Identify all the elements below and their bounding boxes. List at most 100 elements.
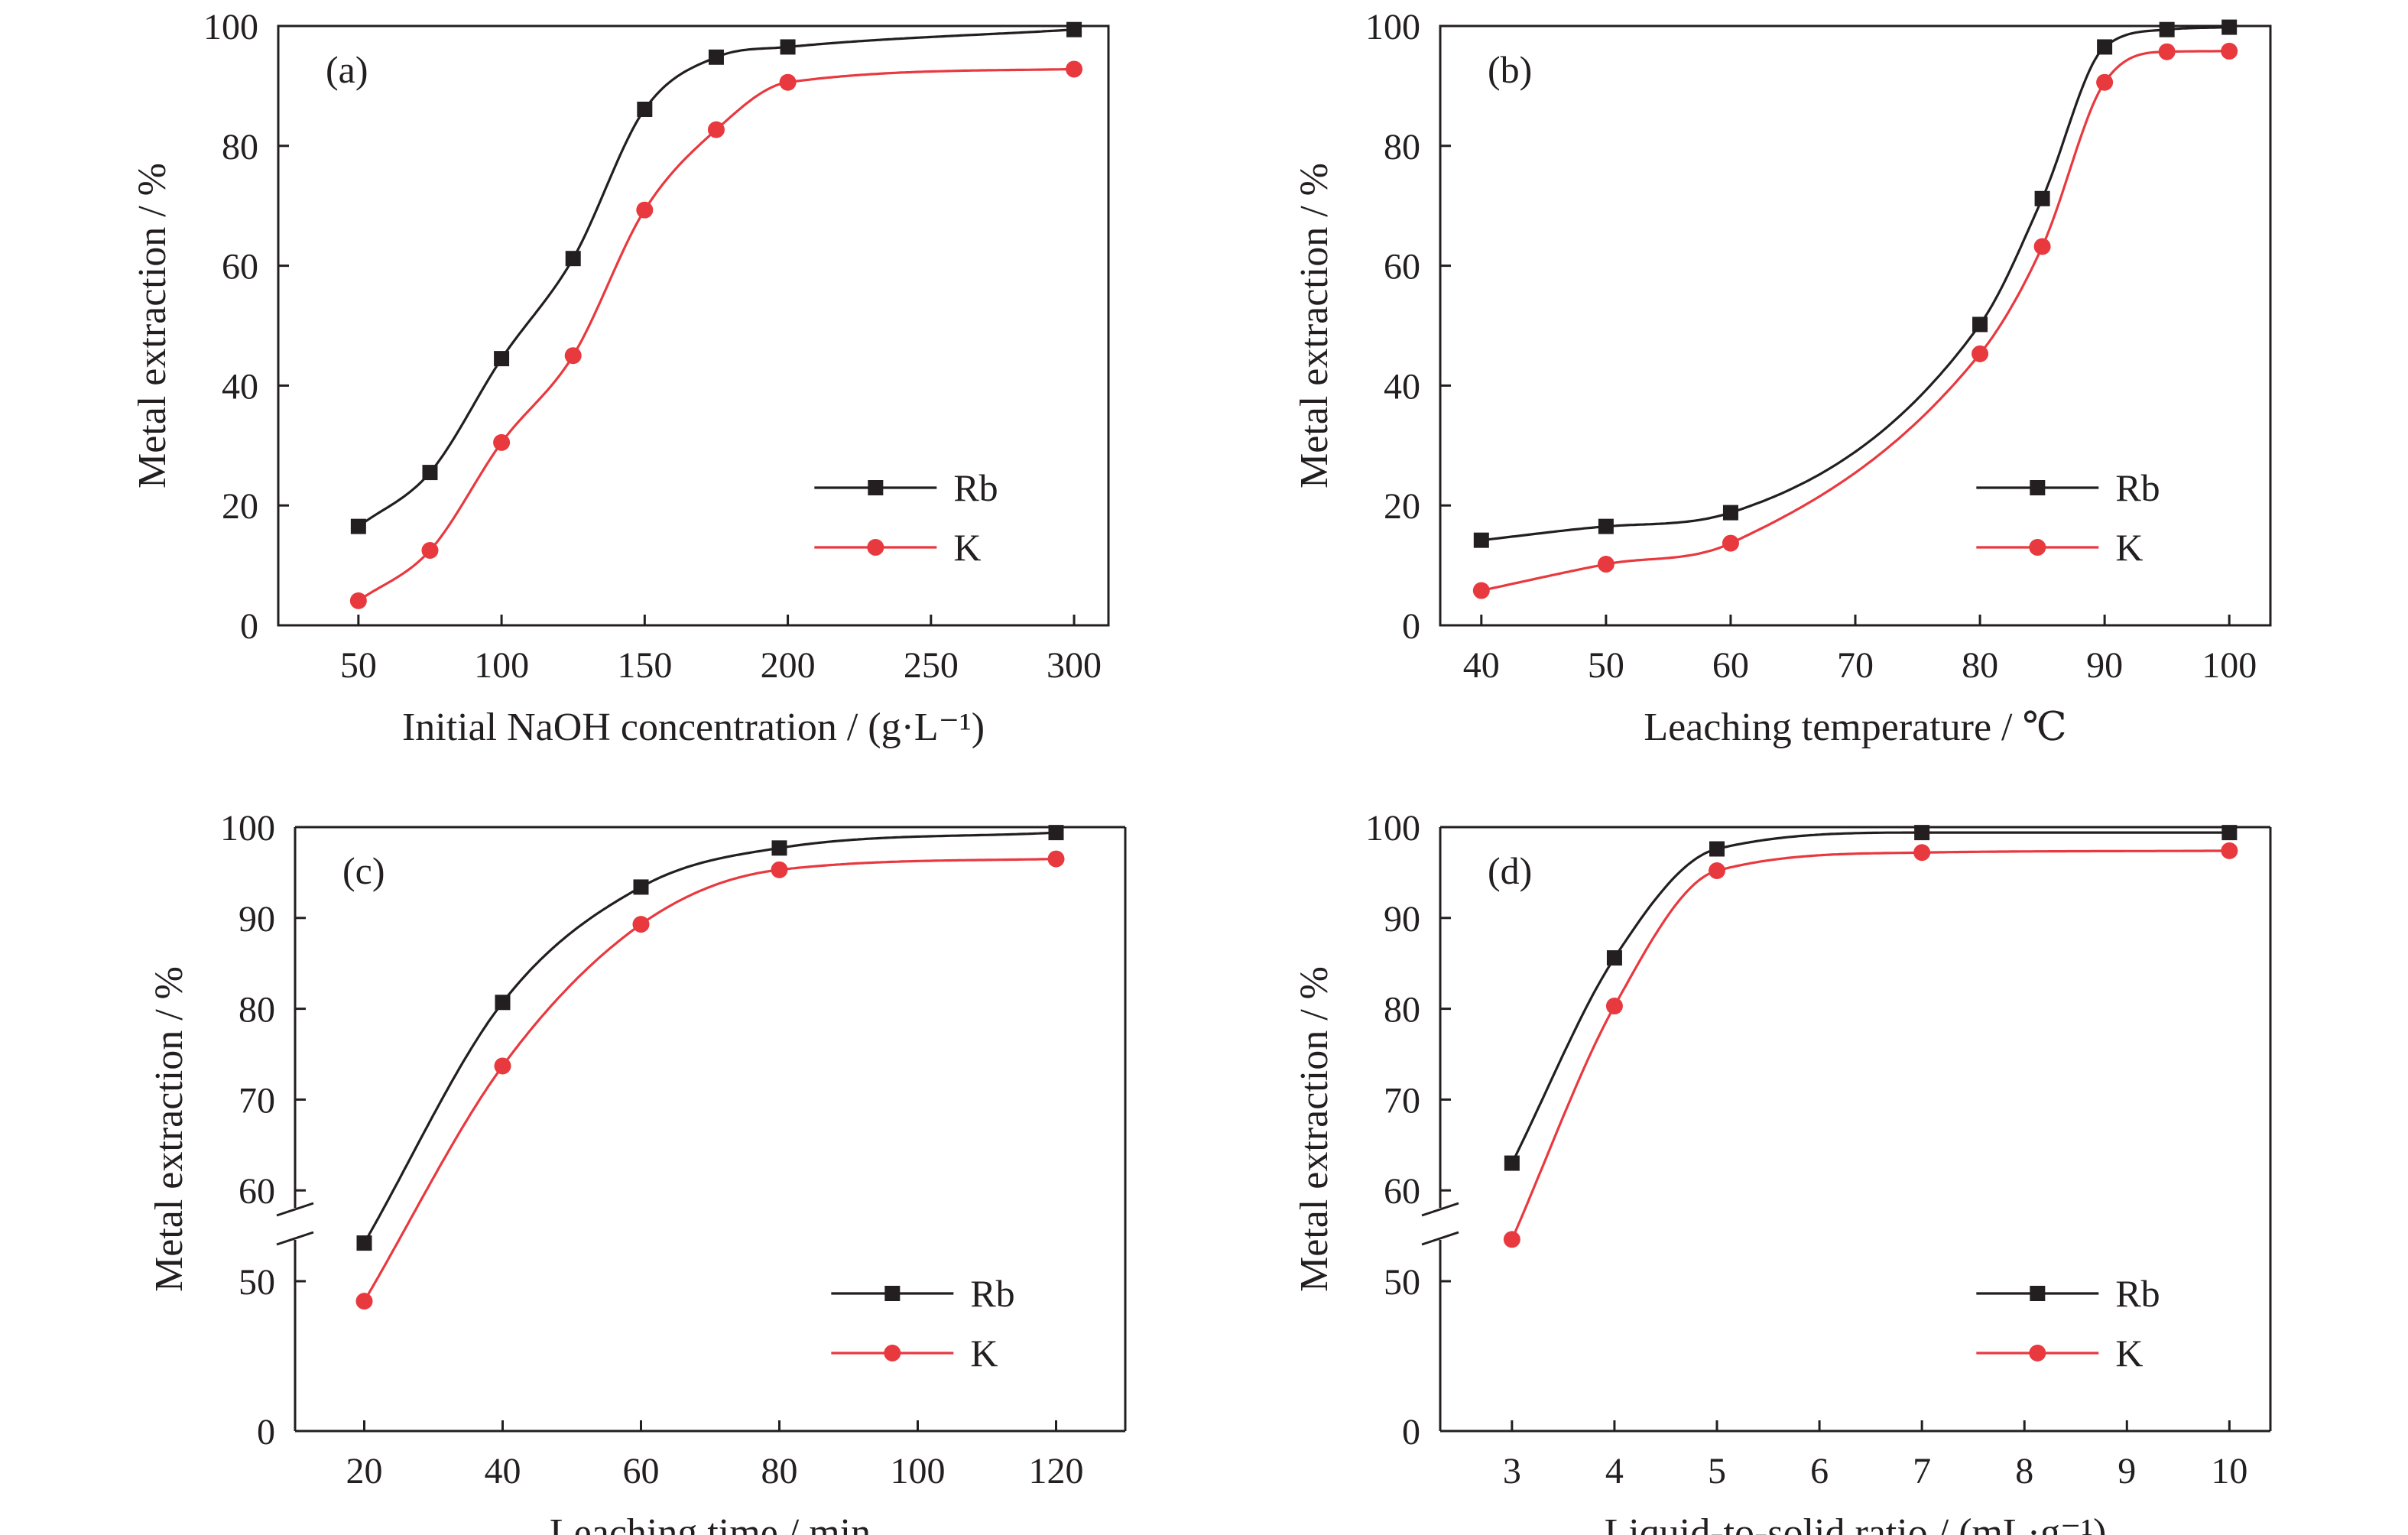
data-point-k: [1722, 534, 1739, 552]
y-tick-label: 100: [220, 808, 275, 849]
data-point-k: [493, 433, 511, 451]
series-line-k: [1511, 849, 2230, 1241]
plot-frame: [277, 24, 1110, 627]
x-axis-title: Leaching temperature / ℃: [1644, 706, 2066, 749]
y-tick-label: 60: [222, 247, 258, 287]
x-axis-title: Liquid-to-solid ratio / (mL·g⁻¹): [1605, 1511, 2107, 1535]
legend-marker: [884, 1286, 901, 1301]
y-tick-label: 100: [1365, 7, 1420, 47]
data-point-rb: [2097, 39, 2113, 55]
data-point-rb: [1709, 841, 1725, 857]
x-tick-label: 300: [1047, 645, 1102, 686]
legend-entry: Rb: [831, 1272, 1015, 1315]
data-point-rb: [637, 101, 653, 117]
x-tick-label: 4: [1605, 1451, 1624, 1491]
data-point-rb: [1972, 316, 1988, 333]
x-tick-label: 10: [2211, 1451, 2247, 1491]
x-tick-label: 120: [1029, 1451, 1084, 1491]
x-tick-label: 50: [1588, 645, 1624, 686]
data-point-rb: [1914, 825, 1930, 841]
data-point-k: [564, 347, 582, 365]
y-tick-label: 50: [1384, 1262, 1420, 1303]
y-tick-label: 100: [203, 7, 258, 47]
panel-label: (b): [1488, 48, 1532, 91]
x-tick-label: 200: [761, 645, 816, 686]
legend-label: K: [970, 1332, 998, 1374]
data-point-k: [779, 73, 797, 91]
y-tick-label: 60: [1384, 247, 1420, 287]
data-point-rb: [771, 840, 787, 856]
series-line-k: [357, 67, 1075, 602]
axis-break-mark: [1421, 1231, 1459, 1246]
data-point-k: [494, 1057, 511, 1075]
y-tick-label: 80: [239, 990, 275, 1030]
legend-marker: [868, 480, 884, 495]
legend-label: K: [953, 526, 981, 569]
data-point-rb: [708, 49, 724, 65]
data-point-rb: [2034, 190, 2050, 206]
y-tick-label: 0: [240, 606, 258, 647]
x-tick-label: 100: [2202, 645, 2257, 686]
data-point-rb: [494, 351, 510, 367]
legend-entry: K: [831, 1332, 998, 1374]
chart-panel: 50 100 150 200 250 300 0 20 40 60 80 100 Initial NaO…: [131, 7, 1110, 749]
x-tick-label: 250: [904, 645, 959, 686]
series-line-rb: [1511, 831, 2230, 1164]
series-line-rb: [357, 28, 1075, 527]
x-axis-title: Initial NaOH concentration / (g·L⁻¹): [402, 706, 985, 749]
legend-marker: [2029, 539, 2046, 556]
legend-entry: Rb: [1976, 1272, 2160, 1315]
legend-entry: K: [1976, 526, 2143, 569]
data-point-k: [1472, 582, 1490, 599]
y-tick-label: 90: [239, 899, 275, 939]
axis-break-mark: [276, 1231, 314, 1246]
legend-marker: [867, 539, 884, 556]
data-point-rb: [1066, 21, 1082, 37]
data-point-k: [2221, 842, 2238, 859]
data-point-k: [2096, 73, 2114, 91]
x-tick-label: 8: [2015, 1451, 2033, 1491]
y-tick-label: 80: [222, 127, 258, 167]
data-point-rb: [1473, 532, 1489, 548]
legend-marker: [2030, 1286, 2046, 1301]
data-point-k: [1913, 844, 1931, 862]
data-point-k: [771, 861, 788, 878]
x-tick-label: 40: [485, 1451, 521, 1491]
legend-marker: [884, 1345, 901, 1361]
data-point-rb: [495, 995, 511, 1011]
data-point-k: [421, 542, 439, 559]
legend-marker: [2030, 480, 2046, 495]
data-point-k: [1972, 345, 1989, 362]
x-tick-label: 60: [1712, 645, 1749, 686]
data-point-k: [1709, 862, 1725, 880]
x-tick-label: 90: [2086, 645, 2123, 686]
legend-label: Rb: [970, 1272, 1014, 1315]
data-point-rb: [2159, 21, 2175, 37]
y-tick-label: 70: [239, 1080, 275, 1121]
data-point-rb: [1504, 1155, 1520, 1171]
x-tick-label: 3: [1503, 1451, 1521, 1491]
y-axis-title: Metal extraction / %: [1293, 163, 1336, 488]
data-point-rb: [780, 39, 796, 55]
y-tick-label: 60: [239, 1171, 275, 1212]
x-tick-label: 100: [891, 1451, 946, 1491]
x-axis-title: Leaching time / min: [550, 1511, 871, 1535]
x-tick-label: 20: [346, 1451, 383, 1491]
x-tick-label: 80: [761, 1451, 798, 1491]
legend-entry: Rb: [1976, 466, 2160, 509]
data-point-rb: [350, 518, 366, 534]
y-tick-label: 80: [1384, 127, 1420, 167]
y-tick-label: 40: [1384, 366, 1420, 407]
chart-panel: 20 40 60 80 100 120 0 50 60 70 80 90 100 Leaching tim…: [148, 808, 1127, 1535]
legend-label: K: [2115, 526, 2143, 569]
y-tick-label: 70: [1384, 1080, 1420, 1121]
y-tick-label: 0: [1402, 606, 1420, 647]
x-tick-label: 6: [1810, 1451, 1829, 1491]
data-point-k: [707, 121, 725, 138]
data-point-k: [1047, 850, 1065, 868]
y-axis-title: Metal extraction / %: [131, 163, 174, 488]
y-tick-label: 20: [1384, 486, 1420, 527]
legend-label: Rb: [2115, 466, 2160, 509]
